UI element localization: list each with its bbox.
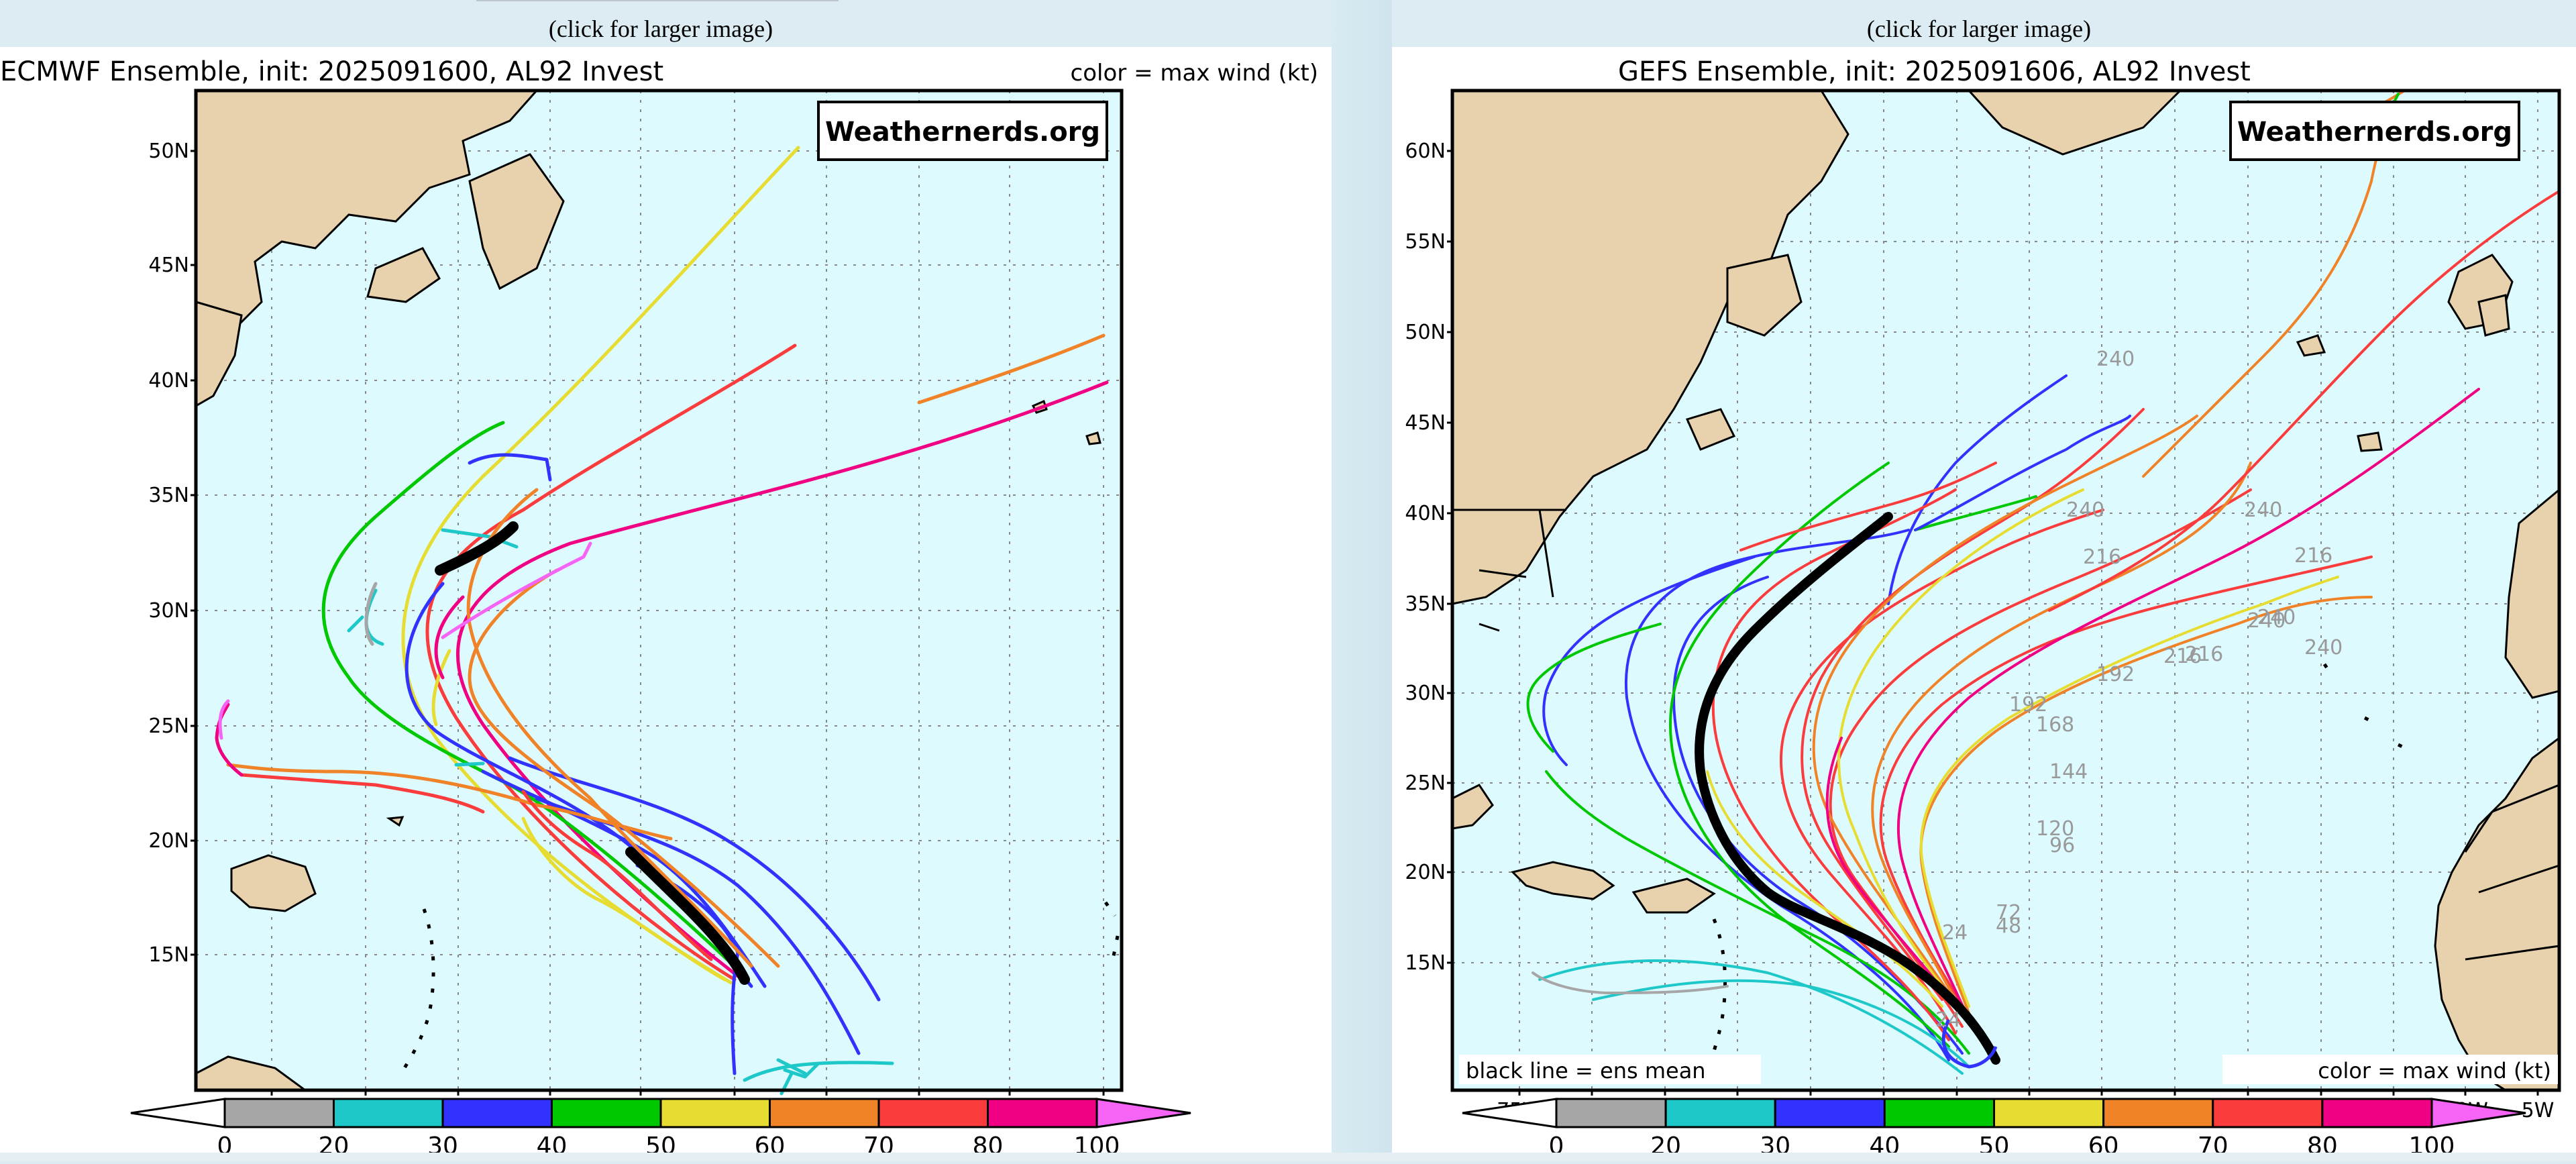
gefs-colorbar-segment xyxy=(1883,1098,1995,1128)
gefs-title: GEFS Ensemble, init: 2025091606, AL92 In… xyxy=(1618,56,2251,87)
ecmwf-land xyxy=(195,89,1102,1092)
gefs-hour-label: 240 xyxy=(2096,348,2135,371)
gefs-hour-label: 240 xyxy=(2066,498,2104,522)
gefs-hour-label: 72 xyxy=(1996,901,2021,924)
gefs-borders xyxy=(1452,509,2560,961)
gefs-colorbar-segment xyxy=(2321,1098,2433,1128)
gefs-color-label-box xyxy=(2222,1055,2558,1084)
ecmwf-gridlines xyxy=(196,91,1122,1090)
gefs-lon-label: 5W xyxy=(2522,1099,2555,1122)
caption-right[interactable]: (click for larger image) xyxy=(1866,15,2092,42)
gefs-lat-label: 20N xyxy=(1405,861,1446,884)
gefs-land xyxy=(1451,89,2561,1092)
gefs-watermark: Weathernerds.org xyxy=(2237,117,2512,148)
gefs-colorbar-segment xyxy=(1993,1098,2105,1128)
ecmwf-member-tracks xyxy=(215,146,1109,1096)
gefs-lat-label: 40N xyxy=(1405,502,1446,525)
gefs-hour-label: 216 xyxy=(2083,545,2121,569)
gefs-lat-label: 50N xyxy=(1405,321,1446,344)
gefs-lat-label: 30N xyxy=(1405,682,1446,705)
gefs-member-tracks xyxy=(1526,89,2561,1075)
gefs-hour-label: 120 xyxy=(2036,817,2074,841)
gefs-colorbar-segment xyxy=(2102,1098,2214,1128)
gefs-mean-track xyxy=(1695,512,2000,1065)
gefs-hour-label: 168 xyxy=(2036,713,2074,737)
gefs-map: GEFS Ensemble, init: 2025091606, AL92 In… xyxy=(1405,56,2561,1160)
ecmwf-lat-label: 20N xyxy=(148,829,189,853)
gefs-island-chain xyxy=(1699,663,2413,1088)
ecmwf-colorbar-segment xyxy=(551,1098,662,1128)
ecmwf-color-label: color = max wind (kt) xyxy=(1071,60,1318,87)
ecmwf-lat-label: 45N xyxy=(148,254,189,277)
gefs-hour-label: 96 xyxy=(2049,834,2075,857)
gefs-lat-label: 25N xyxy=(1405,772,1446,795)
ecmwf-colorbar-low-arrow xyxy=(130,1098,226,1128)
gefs-hour-label: 216 xyxy=(2294,544,2332,568)
ecmwf-lat-label: 40N xyxy=(148,369,189,392)
caption-left[interactable]: (click for larger image) xyxy=(548,15,773,42)
ecmwf-ocean xyxy=(196,91,1122,1090)
gefs-hour-label: 192 xyxy=(2096,663,2135,686)
gefs-hour-label: 240 xyxy=(2304,636,2343,659)
gefs-colorbar-segment xyxy=(2212,1098,2324,1128)
gefs-lat-label: 45N xyxy=(1405,411,1446,435)
ecmwf-lat-labels: 50N 45N 40N 35N 30N 25N 20N 15N xyxy=(148,140,196,967)
gefs-lat-label: 55N xyxy=(1405,230,1446,254)
gefs-hour-label: 144 xyxy=(2049,760,2088,784)
ecmwf-lat-label: 50N xyxy=(148,140,189,163)
gefs-hour-label: 24 xyxy=(1942,921,1968,945)
ecmwf-colorbar-segment xyxy=(333,1098,444,1128)
gefs-lat-label: 35N xyxy=(1405,592,1446,616)
gefs-hour-label: 216 xyxy=(2163,645,2202,668)
gefs-start-cluster xyxy=(1941,1018,1998,1069)
ecmwf-title: ECMWF Ensemble, init: 2025091600, AL92 I… xyxy=(0,56,663,87)
gefs-lat-label: 60N xyxy=(1405,140,1446,163)
ecmwf-map-panel[interactable]: ECMWF Ensemble, init: 2025091600, AL92 I… xyxy=(0,47,1332,1161)
gefs-color-label: color = max wind (kt) xyxy=(2318,1058,2551,1083)
ecmwf-map-frame xyxy=(194,89,1124,1092)
ecmwf-watermark-box xyxy=(817,101,1108,161)
ecmwf-lat-label: 25N xyxy=(148,715,189,738)
gefs-hour-label: 24 xyxy=(1935,1008,1961,1032)
gefs-mean-label-box xyxy=(1459,1055,1761,1084)
ecmwf-lat-label: 30N xyxy=(148,599,189,623)
ecmwf-colorbar: 0 20 30 40 50 60 70 80 100 xyxy=(130,1098,1191,1160)
ecmwf-island-chain xyxy=(399,901,1120,1075)
gefs-hour-label: 192 xyxy=(2009,693,2047,717)
gefs-hour-label: 240 xyxy=(2247,609,2286,633)
gefs-hour-label: 48 xyxy=(1996,914,2021,938)
ecmwf-colorbar-segment xyxy=(877,1098,989,1128)
gefs-lat-labels: 60N 55N 50N 45N 40N 35N 30N 25N 20N 15N xyxy=(1405,140,1452,975)
ecmwf-colorbar-high-arrow xyxy=(1095,1098,1191,1128)
ecmwf-colorbar-segment xyxy=(987,1098,1098,1128)
gefs-colorbar-segment xyxy=(1664,1098,1776,1128)
gefs-hour-label: 240 xyxy=(2257,606,2296,629)
ecmwf-colorbar-segment xyxy=(441,1098,553,1128)
gefs-map-panel[interactable]: GEFS Ensemble, init: 2025091606, AL92 In… xyxy=(1392,47,2576,1161)
ecmwf-colorbar-segment xyxy=(659,1098,771,1128)
ecmwf-lat-label: 15N xyxy=(148,943,189,967)
bottom-strip xyxy=(0,1153,2576,1161)
gefs-colorbar: 0 20 30 40 50 60 70 80 100 xyxy=(1462,1098,2526,1160)
ecmwf-watermark: Weathernerds.org xyxy=(825,117,1100,148)
ecmwf-map: ECMWF Ensemble, init: 2025091600, AL92 I… xyxy=(0,56,1318,1160)
gefs-colorbar-segment xyxy=(1774,1098,1886,1128)
ecmwf-lat-label: 35N xyxy=(148,484,189,507)
ecmwf-colorbar-segment xyxy=(769,1098,880,1128)
ecmwf-colorbar-segment xyxy=(223,1098,335,1128)
gefs-hour-label: 216 xyxy=(2185,643,2223,666)
panel-divider xyxy=(1332,0,1392,1161)
gefs-hour-label: 240 xyxy=(2244,498,2282,522)
gefs-colorbar-segment xyxy=(1555,1098,1667,1128)
gefs-watermark-box xyxy=(2229,101,2520,161)
gefs-mean-label: black line = ens mean xyxy=(1466,1058,1706,1083)
gefs-map-frame xyxy=(1450,89,2561,1092)
gefs-lat-label: 15N xyxy=(1405,951,1446,975)
gefs-colorbar-high-arrow xyxy=(2430,1098,2526,1128)
top-rule xyxy=(476,0,839,1)
ecmwf-mean-track xyxy=(435,521,750,985)
